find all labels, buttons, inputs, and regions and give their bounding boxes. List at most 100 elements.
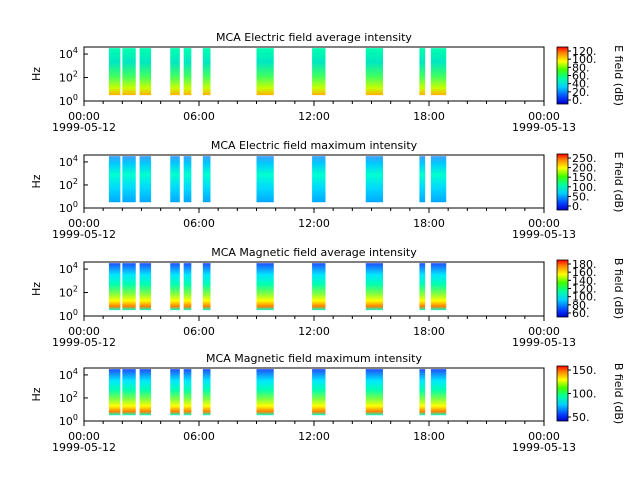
x-tick-label: 18:00 — [413, 110, 445, 123]
colorbar-tick-label: 80. — [572, 61, 590, 74]
data-segment — [170, 48, 180, 96]
colorbar-tick-label: 100. — [572, 53, 597, 66]
data-segment — [202, 156, 211, 203]
data-segment — [256, 48, 274, 96]
x-date-label: 1999-05-12 — [52, 441, 116, 454]
colorbar — [556, 365, 569, 422]
colorbar-tick-label: 0. — [572, 200, 583, 213]
data-segment — [108, 156, 121, 203]
colorbar-tick-label: 120. — [572, 283, 597, 296]
data-segment — [256, 369, 274, 416]
data-segment — [312, 369, 326, 416]
y-axis-label: Hz — [30, 174, 43, 188]
data-segment — [183, 156, 192, 203]
colorbar-tick-label: 100. — [572, 388, 597, 401]
panel-2: MCA Electric field maximum intensity1001… — [30, 139, 625, 241]
y-tick-exp: 4 — [73, 46, 78, 55]
colorbar-tick-label: 80. — [572, 299, 590, 312]
y-tick-base: 10 — [59, 392, 73, 405]
y-tick-exp: 0 — [73, 413, 78, 422]
x-date-label: 1999-05-13 — [512, 228, 576, 241]
data-segment — [365, 48, 383, 96]
data-segment — [430, 48, 447, 96]
data-segment — [108, 263, 121, 311]
y-tick-label: 102 — [59, 70, 78, 85]
data-segment — [108, 369, 121, 416]
y-tick-label: 104 — [59, 367, 78, 382]
panel-title: MCA Magnetic field maximum intensity — [206, 352, 422, 365]
x-tick-label: 00:00 — [68, 325, 100, 338]
data-segment — [183, 48, 192, 96]
data-segment — [183, 263, 192, 311]
colorbar — [556, 259, 569, 318]
colorbar-tick-label: 200. — [572, 162, 597, 175]
panel-title: MCA Electric field maximum intensity — [211, 139, 418, 152]
x-tick-label: 00:00 — [68, 217, 100, 230]
colorbar-label: E field (dB) — [612, 152, 625, 213]
data-segment — [312, 156, 326, 203]
data-segment — [202, 48, 211, 96]
x-date-label: 1999-05-12 — [52, 121, 116, 134]
data-segment — [419, 156, 426, 203]
panel-3: MCA Magnetic field average intensity1001… — [30, 246, 625, 349]
y-tick-exp: 4 — [73, 367, 78, 376]
data-segment — [256, 156, 274, 203]
x-tick-label: 00:00 — [68, 430, 100, 443]
y-tick-exp: 4 — [73, 154, 78, 163]
y-tick-label: 104 — [59, 46, 78, 61]
y-tick-base: 10 — [59, 263, 73, 276]
data-segment — [170, 369, 180, 416]
data-segment — [183, 369, 192, 416]
data-segment — [122, 369, 136, 416]
data-segment — [430, 369, 447, 416]
y-tick-exp: 0 — [73, 308, 78, 317]
colorbar-tick-label: 20. — [572, 86, 590, 99]
data-segment — [139, 369, 152, 416]
y-tick-exp: 0 — [73, 93, 78, 102]
x-tick-label: 06:00 — [183, 430, 215, 443]
colorbar-tick-label: 250. — [572, 152, 597, 165]
data-segment — [365, 263, 383, 311]
colorbar-tick-label: 0. — [572, 94, 583, 107]
data-segment — [139, 263, 152, 311]
data-segment — [122, 263, 136, 311]
colorbar-tick-label: 100. — [572, 291, 597, 304]
panel-1: MCA Electric field average intensity1001… — [30, 31, 625, 134]
colorbar-tick-label: 60. — [572, 307, 590, 320]
colorbar — [556, 153, 569, 211]
colorbar-tick-label: 140. — [572, 274, 597, 287]
y-tick-exp: 2 — [73, 390, 78, 399]
x-tick-label: 06:00 — [183, 110, 215, 123]
data-segment — [202, 263, 211, 311]
data-segment — [256, 263, 274, 311]
y-tick-label: 100 — [59, 413, 78, 428]
x-tick-label: 00:00 — [528, 110, 560, 123]
colorbar-tick-label: 150. — [572, 171, 597, 184]
x-tick-label: 12:00 — [298, 217, 330, 230]
colorbar-tick-label: 50. — [572, 411, 590, 424]
y-tick-base: 10 — [59, 415, 73, 428]
x-date-label: 1999-05-13 — [512, 121, 576, 134]
data-segment — [202, 369, 211, 416]
y-tick-exp: 4 — [73, 261, 78, 270]
y-tick-label: 104 — [59, 154, 78, 169]
y-axis-label: Hz — [30, 67, 43, 81]
x-tick-label: 18:00 — [413, 430, 445, 443]
colorbar-tick-label: 150. — [572, 364, 597, 377]
y-axis-label: Hz — [30, 387, 43, 401]
data-segment — [139, 156, 152, 203]
data-segment — [419, 48, 426, 96]
y-tick-base: 10 — [59, 202, 73, 215]
y-tick-label: 102 — [59, 285, 78, 300]
data-segment — [122, 156, 136, 203]
panel-title: MCA Electric field average intensity — [216, 31, 412, 44]
colorbar-tick-label: 100. — [572, 181, 597, 194]
colorbar-label: B field (dB) — [612, 258, 625, 319]
x-date-label: 1999-05-13 — [512, 441, 576, 454]
y-tick-label: 104 — [59, 261, 78, 276]
data-segment — [419, 263, 426, 311]
data-segment — [170, 156, 180, 203]
data-segment — [139, 48, 152, 96]
x-date-label: 1999-05-13 — [512, 336, 576, 349]
